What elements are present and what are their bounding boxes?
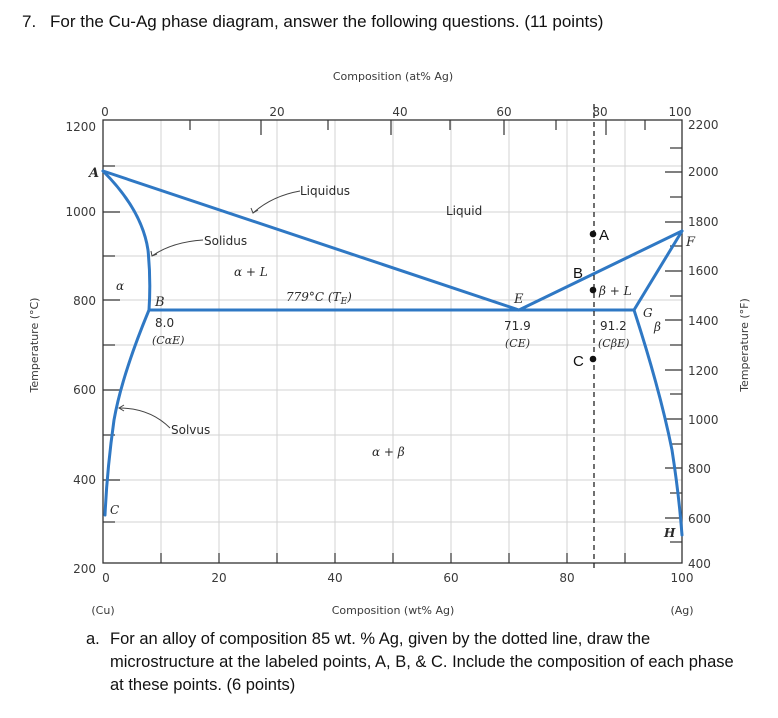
svg-text:1000: 1000 (688, 413, 719, 427)
svg-text:2200: 2200 (688, 118, 719, 132)
svg-text:2000: 2000 (688, 165, 719, 179)
solvus-beta (632, 308, 684, 537)
invariant-c-label: C (110, 503, 119, 517)
alpha-plus-liquid-label: α + L (234, 265, 268, 279)
question-number: 7. (22, 12, 37, 31)
liquidus-arrow (252, 190, 301, 214)
svg-text:40: 40 (327, 571, 342, 585)
solidus-callout: Solidus (204, 234, 247, 248)
svg-text:80: 80 (592, 105, 607, 119)
svg-text:800: 800 (688, 462, 711, 476)
svg-text:1800: 1800 (688, 215, 719, 229)
callout-arrows (118, 190, 301, 429)
top-axis-ticks (189, 120, 646, 135)
svg-text:0: 0 (102, 571, 110, 585)
svg-text:200: 200 (73, 562, 96, 576)
top-axis-title: Composition (at% Ag) (333, 70, 453, 83)
point-a-label: A (599, 227, 609, 244)
svg-text:1600: 1600 (688, 264, 719, 278)
svg-text:60: 60 (496, 105, 511, 119)
invariant-e-label: E (513, 292, 524, 307)
svg-text:1200: 1200 (65, 120, 96, 134)
svg-text:60: 60 (443, 571, 458, 585)
ag-end-label: (Ag) (670, 604, 693, 617)
alpha-region-label: α (116, 279, 124, 293)
left-axis-labels: 1200 1000 800 600 400 200 (65, 120, 96, 576)
liquidus-callout: Liquidus (300, 184, 350, 198)
svg-text:400: 400 (688, 557, 711, 571)
solidus-beta (632, 229, 684, 312)
solvus-arrow (118, 407, 171, 429)
solidus-arrow (151, 239, 204, 257)
eutectic-temperature-label: 779°C (TE) (286, 290, 352, 307)
solidus-alpha (101, 169, 152, 312)
invariant-f-label: F (685, 235, 696, 250)
svg-text:0: 0 (101, 105, 109, 119)
grid-lines (103, 120, 682, 563)
bottom-axis-ticks (160, 553, 626, 563)
solvus-arrowhead (118, 404, 125, 412)
point-b-label: B (573, 265, 583, 282)
cu-end-label: (Cu) (91, 604, 114, 617)
svg-text:1000: 1000 (65, 205, 96, 219)
beta-plus-liquid-label: β + L (598, 284, 632, 298)
beta-region-label: β (653, 320, 661, 334)
question-7: 7. For the Cu-Ag phase diagram, answer th… (22, 12, 603, 32)
solvus-callout: Solvus (171, 423, 210, 437)
left-axis-ticks (103, 165, 120, 523)
c-e-label: (CE) (505, 337, 530, 350)
svg-text:20: 20 (211, 571, 226, 585)
svg-text:40: 40 (392, 105, 407, 119)
subquestion-a: a. For an alloy of composition 85 wt. % … (86, 628, 750, 697)
invariant-b-label: B (154, 295, 165, 310)
bottom-axis-title: Composition (wt% Ag) (332, 604, 455, 617)
svg-text:20: 20 (269, 105, 284, 119)
solidus-arrowhead (150, 250, 158, 257)
top-axis-labels: 0 20 40 60 80 100 (101, 105, 691, 119)
bottom-axis-labels: 0 20 40 60 80 100 (102, 571, 693, 585)
c-alpha-e-value: 8.0 (155, 316, 174, 330)
c-beta-e-label: (CβE) (598, 337, 629, 350)
subquestion-letter: a. (86, 630, 100, 648)
svg-text:1400: 1400 (688, 314, 719, 328)
svg-text:600: 600 (688, 512, 711, 526)
svg-text:1200: 1200 (688, 364, 719, 378)
svg-text:600: 600 (73, 383, 96, 397)
invariant-g-label: G (643, 306, 653, 320)
svg-text:100: 100 (671, 571, 694, 585)
point-b-marker (589, 286, 597, 294)
svg-text:800: 800 (73, 294, 96, 308)
question-text: For the Cu-Ag phase diagram, answer the … (50, 12, 604, 31)
liquidus-ag-side (517, 229, 684, 312)
subquestion-text: For an alloy of composition 85 wt. % Ag,… (110, 630, 734, 694)
invariant-a-label: A (87, 166, 99, 181)
solvus-alpha (103, 308, 151, 517)
svg-text:100: 100 (669, 105, 692, 119)
point-a-marker (589, 230, 597, 238)
alpha-plus-beta-label: α + β (372, 445, 405, 459)
phase-boundaries (101, 169, 684, 537)
liquidus-arrowhead (250, 207, 259, 214)
liquid-region-label: Liquid (446, 204, 482, 218)
invariant-h-label: H (663, 526, 676, 540)
point-c-marker (589, 355, 597, 363)
svg-text:400: 400 (73, 473, 96, 487)
left-axis-title: Temperature (°C) (28, 298, 41, 394)
c-beta-e-value: 91.2 (600, 319, 627, 333)
liquidus-cu-side (101, 169, 521, 312)
c-e-value: 71.9 (504, 319, 531, 333)
svg-text:80: 80 (559, 571, 574, 585)
point-c-label: C (573, 353, 584, 370)
right-axis-title: Temperature (°F) (738, 298, 751, 393)
c-alpha-e-label: (CαE) (152, 334, 184, 347)
right-axis-labels: 2200 2000 1800 1600 1400 1200 1000 800 6… (688, 118, 719, 571)
